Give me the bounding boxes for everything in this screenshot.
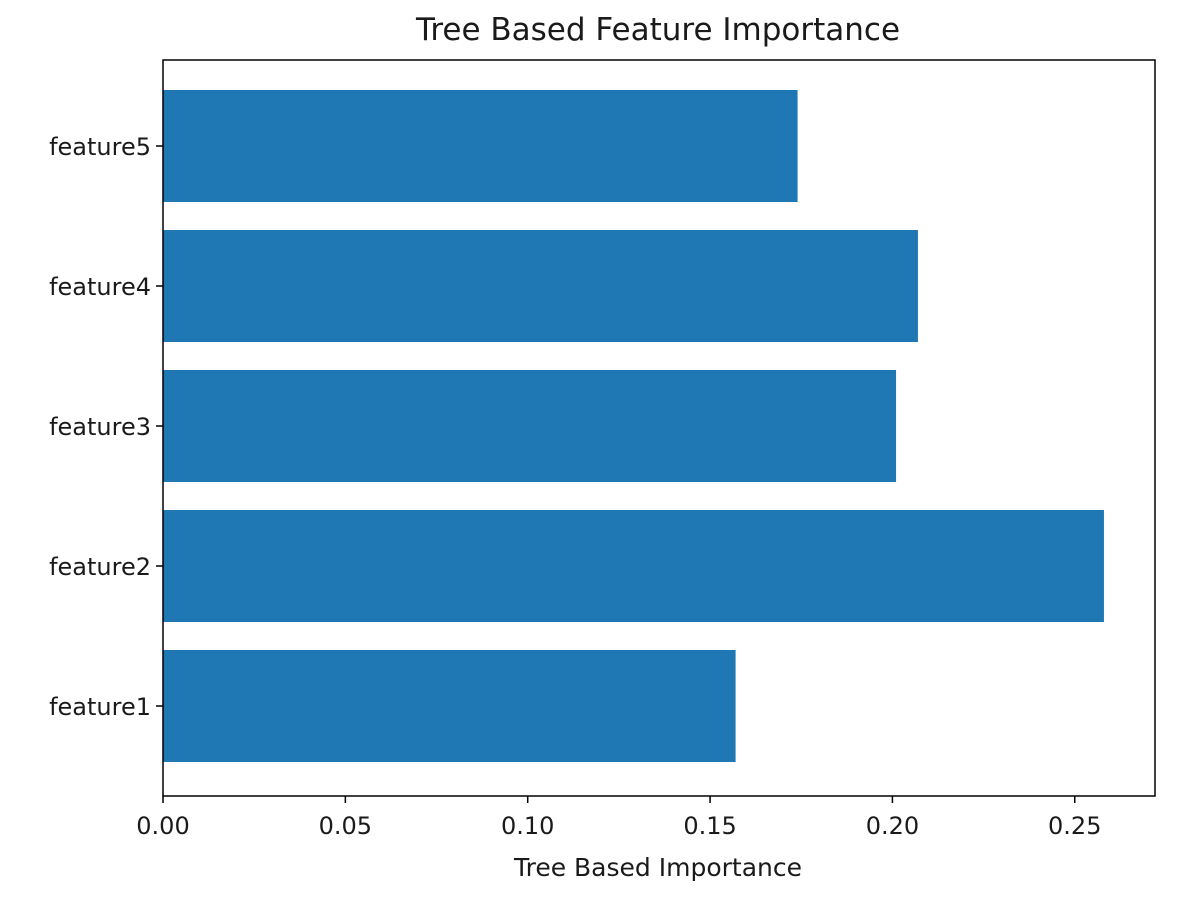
bar-feature4 xyxy=(163,230,918,342)
y-tick-label-feature3: feature3 xyxy=(49,413,151,441)
plot-frame xyxy=(162,59,1156,797)
bar-feature1 xyxy=(163,650,736,762)
y-ticks-layer: feature1 feature2 feature3 feature4 feature5 xyxy=(49,133,163,721)
x-tick-label-1: 0.05 xyxy=(319,812,372,840)
y-tick-label-feature5: feature5 xyxy=(49,133,151,161)
bar-feature2 xyxy=(163,510,1104,622)
x-tick-label-0: 0.00 xyxy=(136,812,189,840)
x-tick-label-3: 0.15 xyxy=(683,812,736,840)
x-axis-label: Tree Based Importance xyxy=(513,853,802,882)
y-tick-label-feature4: feature4 xyxy=(49,273,151,301)
bar-feature5 xyxy=(163,90,798,202)
chart-title: Tree Based Feature Importance xyxy=(415,12,900,48)
x-ticks-layer: 0.00 0.05 0.10 0.15 0.20 0.25 xyxy=(136,796,1101,840)
bar-feature3 xyxy=(163,370,897,482)
x-tick-label-5: 0.25 xyxy=(1048,812,1101,840)
y-tick-label-feature1: feature1 xyxy=(49,693,151,721)
bars-layer xyxy=(163,90,1104,762)
x-tick-label-4: 0.20 xyxy=(866,812,919,840)
axes-layer xyxy=(162,59,1156,797)
y-tick-label-feature2: feature2 xyxy=(49,553,151,581)
x-tick-label-2: 0.10 xyxy=(501,812,554,840)
